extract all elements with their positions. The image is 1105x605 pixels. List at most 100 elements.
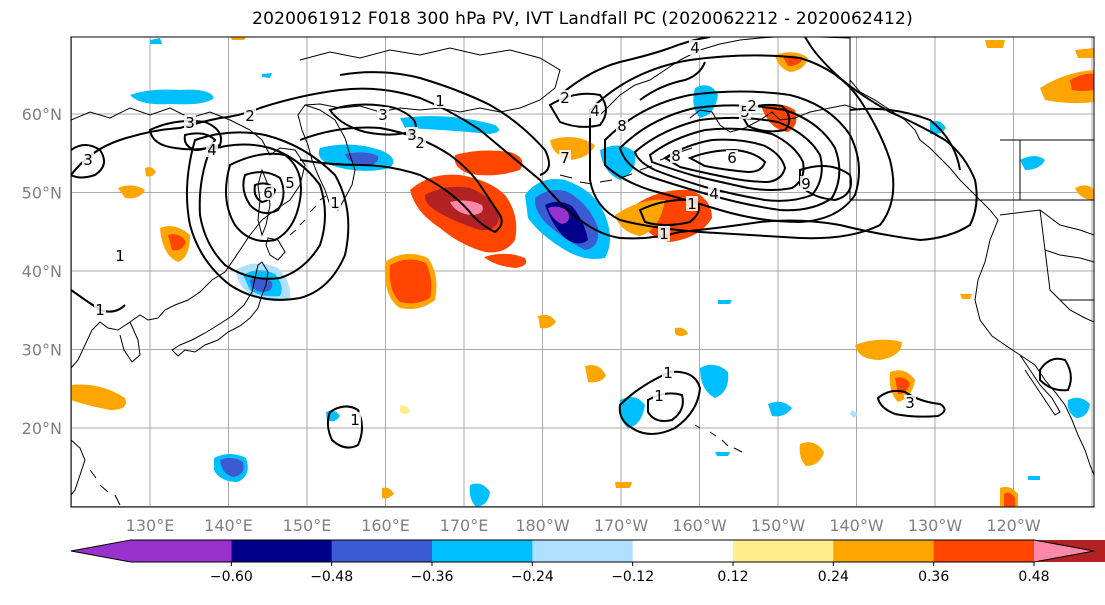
- colorbar-segment: [833, 540, 935, 562]
- pv-positive-patch: [985, 40, 1005, 48]
- longitude-label: 130°W: [908, 516, 963, 535]
- longitude-label: 130°E: [126, 516, 175, 535]
- colorbar-outline: [70, 539, 1095, 563]
- pv-negative-patch: [1067, 397, 1090, 418]
- contour-label: 2: [415, 134, 425, 152]
- colorbar-segment: [71, 540, 232, 562]
- contour-label-background: [689, 40, 701, 55]
- contour-label-background: [114, 248, 126, 263]
- contour-label-background: [377, 107, 389, 122]
- ivt-contour-1: [876, 389, 946, 418]
- ivt-contour-1: [185, 131, 350, 301]
- philippines-coastline: [71, 439, 121, 506]
- pv-negative-patch: [768, 401, 792, 417]
- ivt-contour-1: [1039, 357, 1072, 392]
- ivt-contour-2: [647, 392, 684, 422]
- contour-label: 5: [740, 103, 750, 121]
- colorbar-tick-label: −0.24: [511, 569, 554, 585]
- contour-label-background: [559, 150, 571, 165]
- ivt-contour-1: [849, 107, 961, 171]
- pv-negative-patch: [150, 38, 162, 44]
- contour-label-background: [349, 412, 361, 427]
- colorbar: −0.60 −0.48 −0.36 −0.24 −0.12 0.12 0.24 0.36 0.4…: [70, 539, 1105, 585]
- contour-label: 1: [663, 364, 673, 382]
- pv-negative-patch: [400, 116, 499, 134]
- contour-label: 3: [185, 114, 195, 132]
- contour-label-background: [800, 176, 812, 191]
- latitude-label: 50°N: [22, 184, 62, 203]
- longitude-label: 170°E: [440, 516, 489, 535]
- latitude-label: 40°N: [22, 262, 62, 281]
- na-coastline: [974, 219, 1094, 476]
- contour-label-background: [670, 148, 682, 163]
- contour-label-background: [686, 196, 698, 211]
- longitude-label: 180°W: [515, 516, 570, 535]
- colorbar-tick-label: −0.48: [310, 569, 353, 585]
- contour-label-background: [262, 185, 274, 200]
- pv-positive-patch: [799, 442, 824, 466]
- contour-label-background: [244, 108, 256, 123]
- contour-label: 4: [690, 39, 700, 57]
- pv-positive-patch: [118, 185, 145, 199]
- contour-label: 1: [350, 411, 360, 429]
- japan-coastline: [171, 261, 269, 357]
- pv-positive-patch: [615, 482, 632, 488]
- ivt-contour-8: [687, 148, 767, 174]
- ivt-contour-3: [71, 144, 105, 179]
- contour-label: 7: [560, 149, 570, 167]
- longitude-label: 160°W: [672, 516, 727, 535]
- pv-shading: [71, 37, 1094, 507]
- latitude-label: 60°N: [22, 105, 62, 124]
- aleutian-islands: [559, 147, 693, 185]
- pv-positive-patch: [895, 377, 910, 394]
- ivt-contour-1: [71, 37, 978, 242]
- contour-label-background: [726, 150, 738, 165]
- contour-label: 2: [245, 107, 255, 125]
- colorbar-tick-label: −0.60: [210, 569, 253, 585]
- contour-label-background: [82, 152, 94, 167]
- pv-negative-patch: [715, 452, 730, 456]
- ivt-contour-3: [604, 90, 860, 224]
- coastlines: [71, 37, 1094, 506]
- colorbar-tick-label: 0.36: [918, 569, 949, 585]
- kuril-islands: [289, 195, 327, 236]
- pv-negative-patch: [850, 410, 858, 418]
- contour-label: 2: [560, 89, 570, 107]
- hawaii-islands: [694, 424, 743, 453]
- pv-negative-patch: [619, 396, 645, 428]
- ivt-contour-2: [198, 143, 326, 280]
- pv-positive-patch: [168, 234, 186, 251]
- pv-negative-patch: [1028, 476, 1040, 480]
- baja-coastline: [1019, 354, 1061, 416]
- alaska-south-coastline: [689, 104, 861, 133]
- longitude-label: 160°E: [361, 516, 410, 535]
- colorbar-tick-label: 0.48: [1018, 569, 1049, 585]
- contour-label: 3: [378, 106, 388, 124]
- pv-positive-patch: [389, 259, 432, 304]
- ivt-contour-4: [638, 198, 700, 226]
- colorbar-segment: [231, 540, 333, 562]
- pv-positive-patch: [71, 384, 126, 410]
- colorbar-tick-label: 0.12: [717, 569, 748, 585]
- ivt-contour-3: [548, 92, 607, 128]
- ivt-contour-3: [225, 152, 302, 242]
- colorbar-segment: [632, 540, 734, 562]
- latitude-label: 20°N: [22, 419, 62, 438]
- pv-positive-patch: [145, 167, 156, 177]
- contour-label-background: [662, 365, 674, 380]
- pv-negative-patch: [469, 483, 490, 507]
- contour-label-background: [559, 90, 571, 105]
- contour-label-background: [589, 103, 601, 118]
- longitude-label: 140°W: [829, 516, 884, 535]
- ivt-contour-7: [663, 138, 787, 184]
- hokkaido-coastline: [265, 237, 286, 261]
- pv-negative-patch: [130, 89, 214, 105]
- pv-positive-patch: [1004, 492, 1015, 507]
- contour-label: 3: [83, 151, 93, 169]
- ivt-contour-6: [799, 165, 852, 202]
- contour-label: 8: [671, 147, 681, 165]
- contour-label: 4: [709, 185, 719, 203]
- contour-label-background: [746, 98, 758, 113]
- latitude-label: 30°N: [22, 341, 62, 360]
